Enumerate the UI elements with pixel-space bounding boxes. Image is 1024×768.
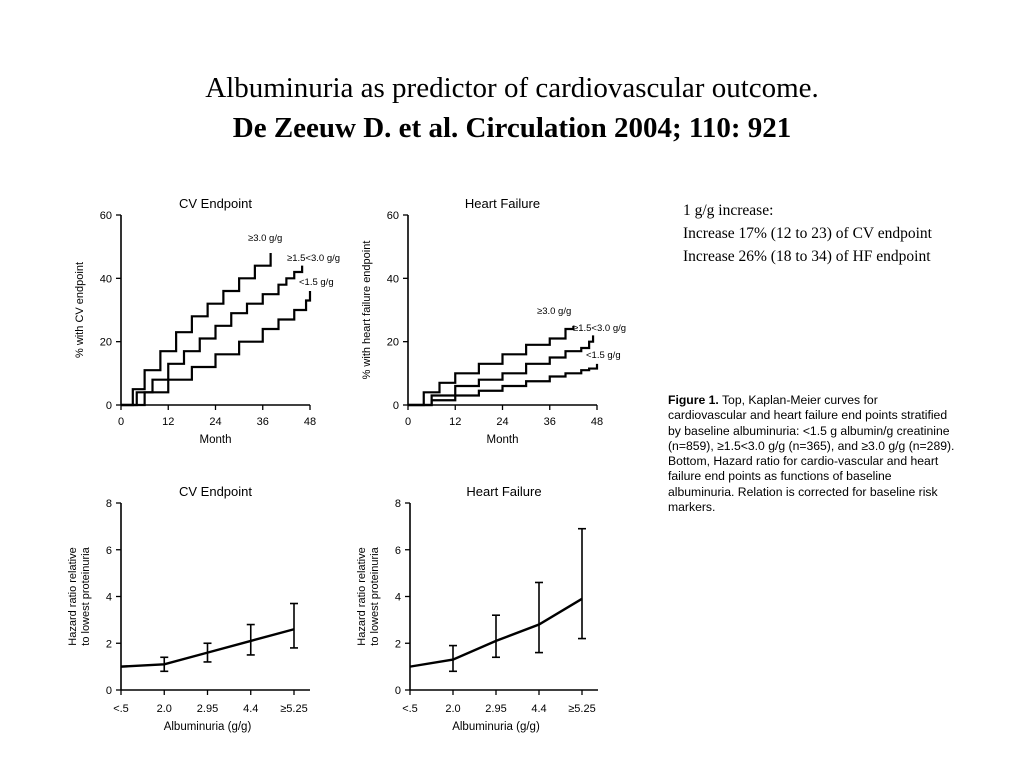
x-tick-label: 2.0	[445, 703, 460, 715]
y-axis-label: Hazard ratio relative	[67, 547, 79, 645]
chart-title: CV Endpoint	[179, 196, 252, 211]
x-tick-label: 2.95	[197, 703, 218, 715]
x-tick-label: 24	[496, 416, 508, 428]
chart-title: CV Endpoint	[179, 484, 252, 499]
y-tick-label: 0	[395, 685, 401, 697]
km-series-line	[408, 363, 599, 407]
x-tick-label: 12	[162, 416, 174, 428]
y-axis-label: % with heart failure endpoint	[361, 241, 373, 380]
figure-caption: Figure 1. Top, Kaplan-Meier curves for c…	[668, 393, 958, 515]
x-tick-label: 2.0	[157, 703, 172, 715]
note-line-3: Increase 26% (18 to 34) of HF endpoint	[683, 248, 931, 265]
series-label: ≥1.5<3.0 g/g	[287, 253, 340, 264]
x-tick-label: 36	[544, 416, 556, 428]
x-tick-label: <.5	[402, 703, 418, 715]
y-tick-label: 60	[387, 210, 399, 222]
y-axis-label: to lowest proteinuria	[80, 546, 92, 645]
y-tick-label: 2	[395, 638, 401, 650]
chart-title: Heart Failure	[465, 196, 540, 211]
slide-title: Albuminuria as predictor of cardiovascul…	[205, 72, 819, 104]
series-label: ≥3.0 g/g	[537, 306, 571, 317]
caption-label: Figure 1.	[668, 393, 719, 407]
y-axis-label: Hazard ratio relative	[356, 547, 368, 645]
km-series-line	[121, 253, 272, 407]
y-tick-label: 0	[106, 400, 112, 412]
x-tick-label: <.5	[113, 703, 129, 715]
series-label: ≥3.0 g/g	[248, 233, 282, 244]
x-axis-label: Albuminuria (g/g)	[164, 721, 252, 733]
series-label: ≥1.5<3.0 g/g	[573, 323, 626, 334]
km-series-line	[408, 325, 575, 407]
y-tick-label: 4	[395, 592, 401, 604]
y-tick-label: 20	[100, 337, 112, 349]
x-axis-label: Albuminuria (g/g)	[452, 721, 540, 733]
x-tick-label: 24	[209, 416, 221, 428]
chart-title: Heart Failure	[466, 484, 541, 499]
x-tick-label: 4.4	[531, 703, 546, 715]
y-tick-label: 6	[106, 545, 112, 557]
y-tick-label: 0	[393, 400, 399, 412]
note-line-2: Increase 17% (12 to 23) of CV endpoint	[683, 225, 932, 242]
y-tick-label: 2	[106, 638, 112, 650]
hazard-note: 1 g/g increase: Increase 17% (12 to 23) …	[683, 199, 932, 268]
x-tick-label: 4.4	[243, 703, 258, 715]
y-tick-label: 60	[100, 210, 112, 222]
x-tick-label: 36	[257, 416, 269, 428]
x-tick-label: 0	[405, 416, 411, 428]
km-series-line	[121, 291, 312, 407]
x-tick-label: 48	[591, 416, 603, 428]
y-axis-label: % with CV endpoint	[74, 262, 86, 358]
series-label: <1.5 g/g	[586, 350, 621, 361]
km-series-line	[408, 335, 595, 407]
series-label: <1.5 g/g	[299, 277, 334, 288]
note-line-1: 1 g/g increase:	[683, 202, 774, 219]
x-tick-label: 48	[304, 416, 316, 428]
x-tick-label: 0	[118, 416, 124, 428]
slide-citation: De Zeeuw D. et al. Circulation 2004; 110…	[232, 112, 792, 144]
y-tick-label: 40	[100, 273, 112, 285]
x-tick-label: ≥5.25	[568, 703, 595, 715]
y-tick-label: 20	[387, 337, 399, 349]
x-axis-label: Month	[487, 434, 519, 446]
x-axis-label: Month	[200, 434, 232, 446]
y-tick-label: 6	[395, 545, 401, 557]
caption-text: Top, Kaplan-Meier curves for cardiovascu…	[668, 393, 955, 515]
y-tick-label: 8	[106, 498, 112, 510]
x-tick-label: ≥5.25	[280, 703, 307, 715]
y-tick-label: 8	[395, 498, 401, 510]
y-tick-label: 0	[106, 685, 112, 697]
y-tick-label: 4	[106, 592, 112, 604]
y-tick-label: 40	[387, 273, 399, 285]
x-tick-label: 2.95	[485, 703, 506, 715]
x-tick-label: 12	[449, 416, 461, 428]
km-series-line	[121, 265, 304, 407]
y-axis-label: to lowest proteinuria	[369, 546, 381, 645]
